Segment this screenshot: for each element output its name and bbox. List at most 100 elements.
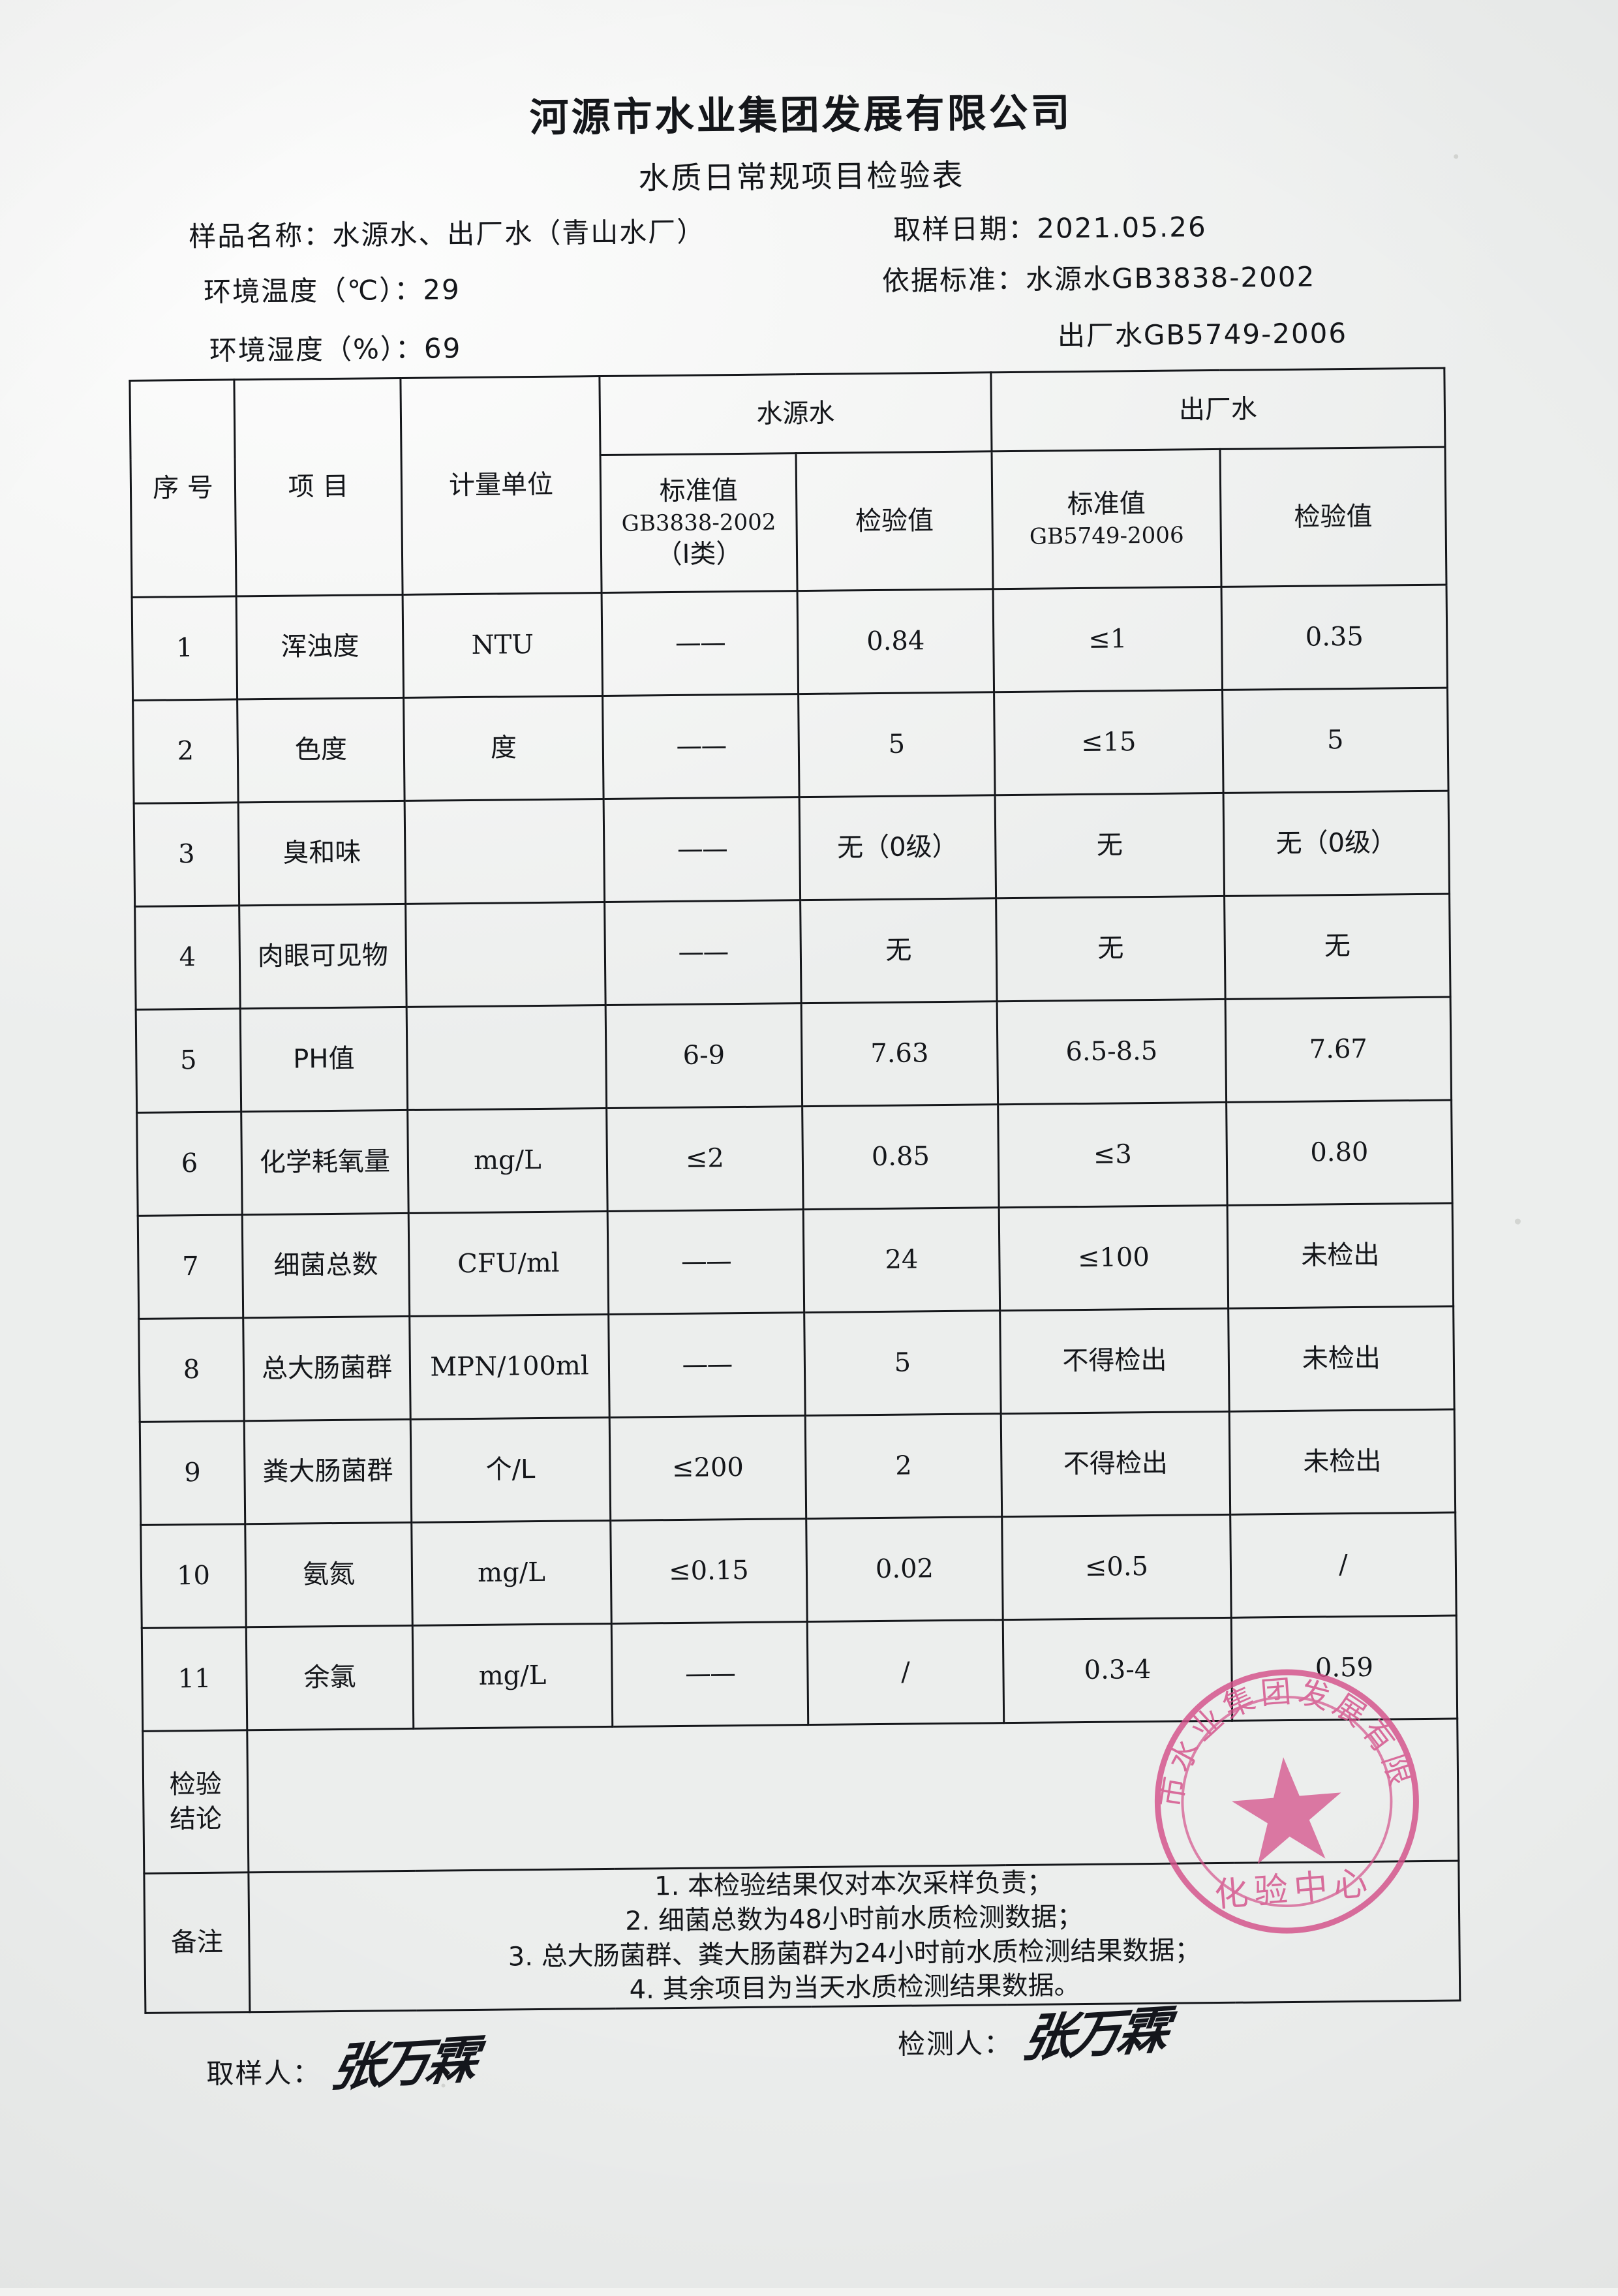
cell-value-outlet: / bbox=[1230, 1512, 1457, 1618]
table-row: 10 氨氮 mg/L ≤0.15 0.02 ≤0.5/ bbox=[140, 1512, 1457, 1629]
table-row: 8 总大肠菌群 MPN/100ml —— 5 不得检出 未检出 bbox=[138, 1306, 1455, 1422]
cell-std-source: —— bbox=[602, 694, 800, 799]
sample-name-label: 样品名称： bbox=[189, 219, 333, 253]
cell-unit: mg/L bbox=[411, 1520, 612, 1626]
cell-value-source: 5 bbox=[804, 1310, 1001, 1416]
cell-value-outlet: 5 bbox=[1222, 688, 1449, 793]
header-std-source: 标准值 GB3838-2002 （Ⅰ类） bbox=[600, 453, 798, 593]
conclusion-label-l1: 检验 bbox=[169, 1769, 222, 1800]
header-group-source-water: 水源水 bbox=[599, 372, 992, 455]
cell-item: 肉眼可见物 bbox=[239, 904, 407, 1009]
cell-std-source: 6-9 bbox=[605, 1003, 802, 1109]
paper-speck bbox=[1454, 154, 1459, 159]
cell-unit: mg/L bbox=[412, 1623, 613, 1729]
cell-unit: 个/L bbox=[410, 1417, 611, 1523]
header-item: 项 目 bbox=[234, 378, 403, 596]
paper-speck bbox=[1514, 1218, 1521, 1225]
report-title: 水质日常规项目检验表 bbox=[638, 157, 965, 197]
cell-value-source: 无 bbox=[800, 898, 998, 1003]
cell-item: 化学耗氧量 bbox=[241, 1110, 409, 1215]
conclusion-row: 检验 结论 bbox=[142, 1719, 1459, 1874]
cell-value-outlet: 0.80 bbox=[1226, 1100, 1453, 1206]
cell-std-outlet: 6.5-8.5 bbox=[997, 999, 1227, 1105]
water-quality-table: 序 号 项 目 计量单位 水源水 出厂水 标准值 GB3838-2002 （Ⅰ类… bbox=[129, 367, 1461, 2014]
cell-item: 总大肠菌群 bbox=[243, 1316, 411, 1421]
standard-line-source: 依据标准：水源水GB3838-2002 bbox=[882, 255, 1316, 299]
ambient-temperature-label: 环境温度（℃）： bbox=[203, 273, 423, 308]
cell-value-outlet: 0.59 bbox=[1231, 1615, 1458, 1721]
table-row: 3 臭和味 —— 无（0级）无无（0级） bbox=[134, 791, 1450, 907]
cell-std-outlet: 无 bbox=[995, 793, 1225, 898]
cell-value-outlet: 未检出 bbox=[1229, 1409, 1456, 1515]
table-row: 11 余氯 mg/L ——/0.3-4 0.59 bbox=[142, 1615, 1458, 1732]
header-index: 序 号 bbox=[129, 379, 237, 598]
cell-std-source: ≤200 bbox=[609, 1415, 806, 1521]
ambient-humidity-value: 69 bbox=[423, 332, 462, 365]
sampling-date-value: 2021.05.26 bbox=[1037, 211, 1207, 245]
table-group-header-row: 序 号 项 目 计量单位 水源水 出厂水 bbox=[129, 368, 1445, 598]
sampling-date-label: 取样日期： bbox=[893, 212, 1037, 246]
standard-source-value: 水源水GB3838-2002 bbox=[1025, 260, 1316, 296]
header-std-source-l3: （Ⅰ类） bbox=[656, 539, 742, 570]
cell-item: PH值 bbox=[240, 1007, 408, 1112]
sampler-signature-line: 取样人： 张万霖 bbox=[206, 2023, 478, 2098]
sample-name-value: 水源水、出厂水（青山水厂） bbox=[332, 215, 706, 251]
cell-unit: CFU/ml bbox=[408, 1211, 609, 1317]
remarks-text: 1. 本检验结果仅对本次采样负责； 2. 细菌总数为48小时前水质检测数据； 3. … bbox=[248, 1861, 1460, 2012]
cell-std-source: —— bbox=[607, 1209, 804, 1315]
cell-std-source: —— bbox=[611, 1621, 808, 1727]
cell-value-outlet: 未检出 bbox=[1227, 1203, 1454, 1309]
header-test-outlet: 检验值 bbox=[1219, 447, 1447, 587]
cell-index: 8 bbox=[138, 1317, 245, 1422]
table-row: 6 化学耗氧量 mg/L ≤2 0.85 ≤3 0.80 bbox=[136, 1100, 1453, 1216]
header-std-outlet: 标准值 GB5749-2006 bbox=[992, 449, 1222, 589]
paper-speck bbox=[441, 2083, 446, 2088]
standard-label: 依据标准： bbox=[881, 263, 1026, 297]
table-row: 7 细菌总数 CFU/ml —— 24 ≤100 未检出 bbox=[138, 1203, 1454, 1319]
cell-value-source: 无（0级） bbox=[799, 795, 996, 900]
sampler-signature: 张万霖 bbox=[327, 2030, 479, 2098]
cell-std-outlet: ≤3 bbox=[998, 1102, 1228, 1208]
cell-std-outlet: ≤0.5 bbox=[1001, 1514, 1232, 1620]
cell-unit: NTU bbox=[403, 592, 603, 698]
cell-item: 余氯 bbox=[246, 1625, 414, 1730]
cell-item: 粪大肠菌群 bbox=[244, 1419, 412, 1524]
tester-signature: 张万霖 bbox=[1018, 2000, 1170, 2069]
cell-item: 氨氮 bbox=[245, 1522, 413, 1627]
tester-label: 检测人： bbox=[897, 2027, 1013, 2060]
sampler-label: 取样人： bbox=[206, 2057, 322, 2090]
standard-outlet-value: 出厂水GB5749-2006 bbox=[1057, 317, 1348, 352]
ambient-humidity-label: 环境湿度（%）： bbox=[209, 332, 425, 367]
table-row: 4 肉眼可见物 —— 无无无 bbox=[134, 894, 1451, 1010]
cell-index: 6 bbox=[136, 1111, 243, 1216]
cell-unit: 度 bbox=[403, 696, 604, 801]
cell-value-outlet: 未检出 bbox=[1228, 1306, 1455, 1412]
cell-unit: mg/L bbox=[407, 1108, 608, 1214]
cell-item: 色度 bbox=[237, 697, 405, 803]
cell-index: 2 bbox=[132, 699, 239, 804]
remarks-row: 备注 1. 本检验结果仅对本次采样负责； 2. 细菌总数为48小时前水质检测数据；… bbox=[144, 1861, 1460, 2013]
cell-item: 细菌总数 bbox=[242, 1213, 410, 1318]
header-test-source: 检验值 bbox=[796, 451, 994, 591]
cell-index: 10 bbox=[140, 1523, 247, 1629]
sample-name-line: 样品名称：水源水、出厂水（青山水厂） bbox=[189, 209, 706, 254]
table-row: 2 色度度 —— 5 ≤15 5 bbox=[132, 688, 1449, 804]
table-row: 9 粪大肠菌群 个/L ≤200 2 不得检出 未检出 bbox=[140, 1409, 1456, 1525]
cell-index: 9 bbox=[140, 1420, 245, 1525]
header-group-outlet-water: 出厂水 bbox=[990, 368, 1445, 452]
cell-std-source: ≤0.15 bbox=[610, 1518, 808, 1624]
sampling-date-line: 取样日期：2021.05.26 bbox=[893, 205, 1207, 248]
cell-std-source: —— bbox=[604, 900, 802, 1005]
company-title: 河源市水业集团发展有限公司 bbox=[529, 90, 1073, 142]
cell-std-outlet: ≤100 bbox=[999, 1205, 1229, 1311]
cell-unit bbox=[405, 902, 606, 1007]
conclusion-label: 检验 结论 bbox=[142, 1730, 249, 1874]
cell-index: 1 bbox=[132, 596, 237, 701]
cell-value-source: / bbox=[807, 1619, 1004, 1725]
cell-std-source: ≤2 bbox=[606, 1106, 804, 1212]
cell-value-outlet: 无（0级） bbox=[1223, 791, 1450, 896]
cell-std-outlet: 0.3-4 bbox=[1003, 1617, 1232, 1723]
cell-value-outlet: 无 bbox=[1224, 894, 1451, 1000]
cell-index: 11 bbox=[142, 1627, 247, 1732]
cell-value-source: 5 bbox=[798, 692, 996, 797]
